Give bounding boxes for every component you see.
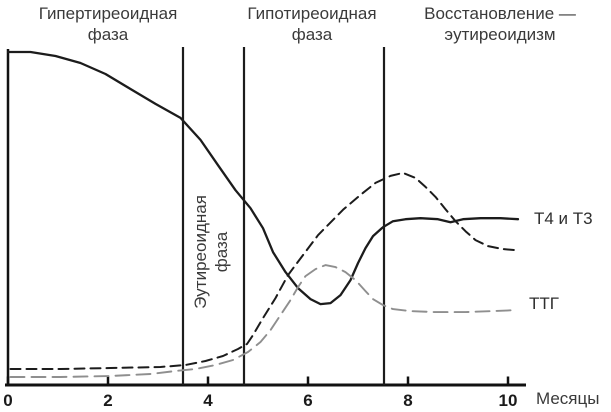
series-label-t4-t3: Т4 и Т3 [534,209,593,228]
x-tick-label: 2 [103,391,113,410]
curve-dashed-dark [9,171,517,370]
x-tick-label: 4 [203,391,213,410]
x-tick-label: 10 [498,391,518,410]
x-tick-label: 6 [303,391,313,410]
phase-label-euthyroid-vertical: Эутиреоидная фаза [191,195,231,309]
x-axis-label-months: Месяцы [536,389,600,408]
phase-label-recovery-euthyroidism: Восстановление — эутиреоидизм [424,4,576,44]
phase-label-hyperthyroid: Гипертиреоидная фаза [38,4,178,44]
series-label-tsh: ТТГ [529,294,559,313]
x-tick-label: 8 [403,391,413,410]
curve-tsh [9,264,517,378]
phase-label-hypothyroid: Гипотиреоидная фаза [247,4,377,44]
x-tick-label: 0 [3,391,13,410]
curve-t4-t3 [6,50,520,306]
